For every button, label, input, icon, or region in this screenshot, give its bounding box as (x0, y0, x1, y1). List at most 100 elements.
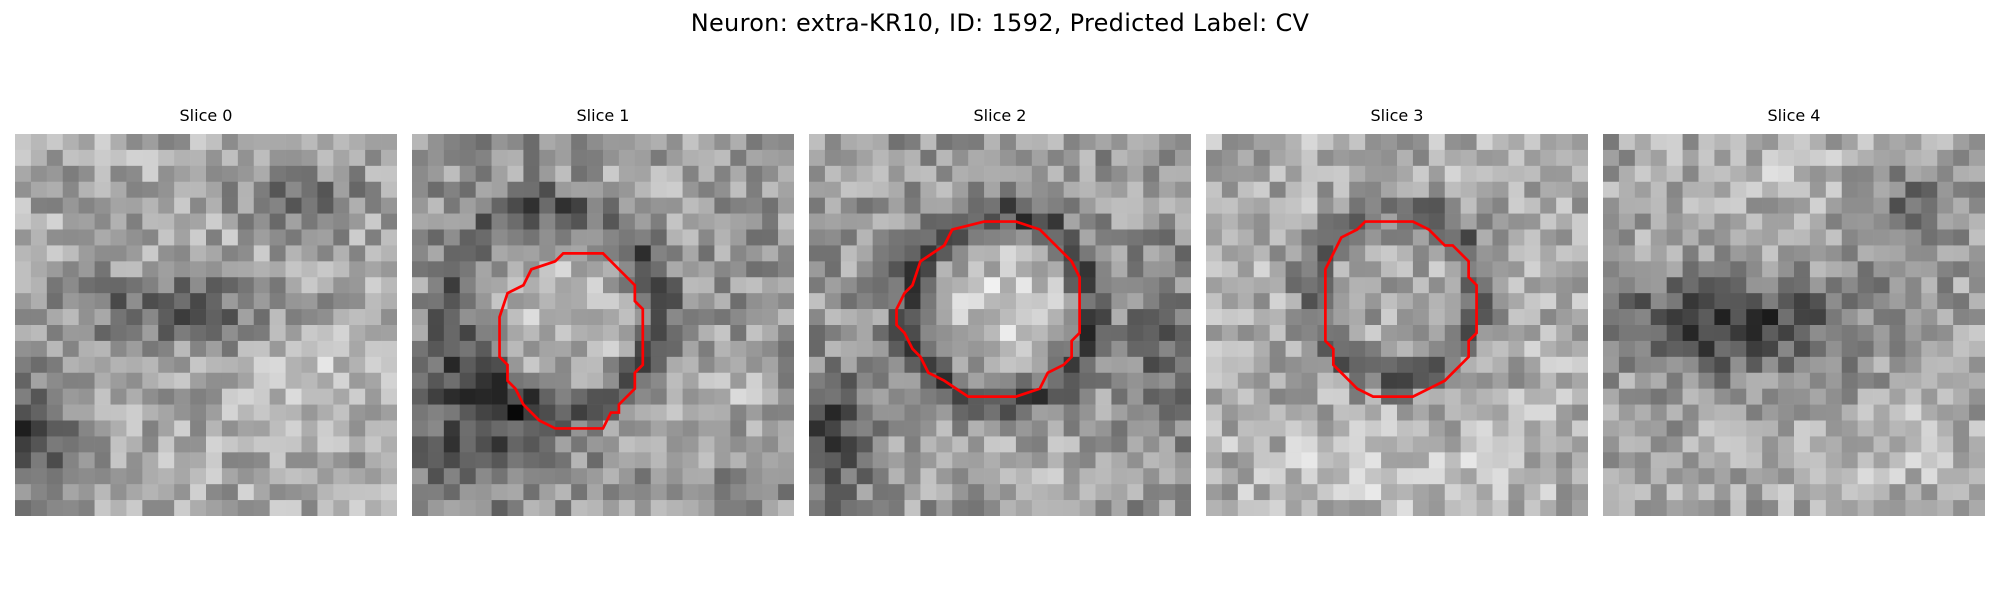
pixel (475, 309, 492, 326)
pixel (1714, 245, 1731, 262)
pixel (301, 452, 318, 469)
pixel (1127, 452, 1144, 469)
pixel (110, 149, 127, 167)
pixel (1365, 372, 1382, 389)
pixel (1221, 293, 1239, 310)
pixel (1143, 229, 1160, 246)
pixel (1000, 229, 1017, 246)
pixel (1365, 149, 1382, 167)
pixel (1762, 436, 1779, 453)
pixel (333, 388, 350, 405)
pixel (1143, 325, 1160, 342)
pixel (1730, 181, 1747, 198)
pixel (888, 181, 905, 198)
pixel (221, 149, 239, 167)
pixel (571, 293, 588, 310)
pixel (1079, 500, 1096, 516)
pixel (1730, 388, 1747, 405)
pixel (762, 500, 779, 516)
pixel (984, 134, 1001, 151)
pixel (809, 452, 826, 469)
pixel (1095, 213, 1112, 230)
pixel (1285, 452, 1302, 469)
slice-panel-0: Slice 0 (15, 106, 397, 516)
pixel (190, 293, 207, 310)
pixel (78, 500, 95, 516)
pixel (1556, 245, 1573, 262)
pixel (1000, 309, 1017, 326)
pixel (1666, 309, 1683, 326)
pixel (1682, 500, 1699, 516)
pixel (427, 229, 445, 246)
pixel (714, 436, 731, 453)
pixel (491, 165, 508, 183)
pixel (269, 277, 286, 294)
pixel (587, 134, 604, 151)
pixel (1572, 404, 1588, 421)
slice-image (15, 134, 397, 516)
pixel (888, 261, 905, 278)
pixel (269, 245, 286, 262)
pixel (1682, 372, 1699, 389)
pixel (1159, 213, 1176, 230)
pixel (952, 340, 969, 358)
pixel (1412, 261, 1430, 278)
pixel (1063, 293, 1080, 310)
pixel (634, 149, 652, 167)
pixel (682, 213, 699, 230)
pixel (984, 197, 1001, 214)
pixel (381, 340, 397, 358)
pixel (1524, 452, 1541, 469)
pixel (126, 149, 143, 167)
pixel (714, 356, 731, 374)
pixel (1841, 213, 1858, 230)
pixel (587, 500, 604, 516)
pixel (1365, 134, 1382, 151)
pixel (824, 372, 842, 389)
pixel (714, 404, 731, 421)
pixel (158, 325, 175, 342)
pixel (809, 149, 826, 167)
pixel (888, 436, 905, 453)
pixel (1698, 372, 1715, 389)
pixel (778, 293, 794, 310)
pixel (1476, 404, 1493, 421)
pixel (730, 229, 747, 246)
pixel (1079, 245, 1096, 262)
pixel (603, 372, 620, 389)
pixel (1095, 197, 1112, 214)
pixel (1650, 309, 1667, 326)
pixel (1556, 261, 1573, 278)
pixel (1508, 309, 1525, 326)
pixel (1317, 229, 1334, 246)
pixel (1492, 309, 1509, 326)
pixel (555, 197, 572, 214)
pixel (1301, 277, 1318, 294)
pixel (1095, 436, 1112, 453)
pixel (507, 261, 524, 278)
pixel (1841, 484, 1858, 501)
pixel (872, 197, 889, 214)
pixel (459, 468, 476, 485)
pixel (110, 500, 127, 516)
pixel (126, 484, 143, 501)
pixel (1349, 436, 1366, 453)
pixel (1937, 181, 1954, 198)
pixel (1572, 245, 1588, 262)
pixel (30, 245, 48, 262)
pixel (634, 197, 652, 214)
pixel (1063, 261, 1080, 278)
pixel (824, 261, 842, 278)
pixel (1111, 420, 1128, 437)
pixel (46, 468, 64, 485)
pixel (1253, 165, 1270, 183)
pixel (1079, 309, 1096, 326)
pixel (778, 181, 794, 198)
pixel (427, 356, 445, 374)
pixel (1285, 340, 1302, 358)
pixel (1206, 500, 1223, 516)
pixel (1825, 293, 1843, 310)
pixel (856, 134, 873, 151)
pixel (1159, 197, 1176, 214)
pixel (1905, 197, 1922, 214)
